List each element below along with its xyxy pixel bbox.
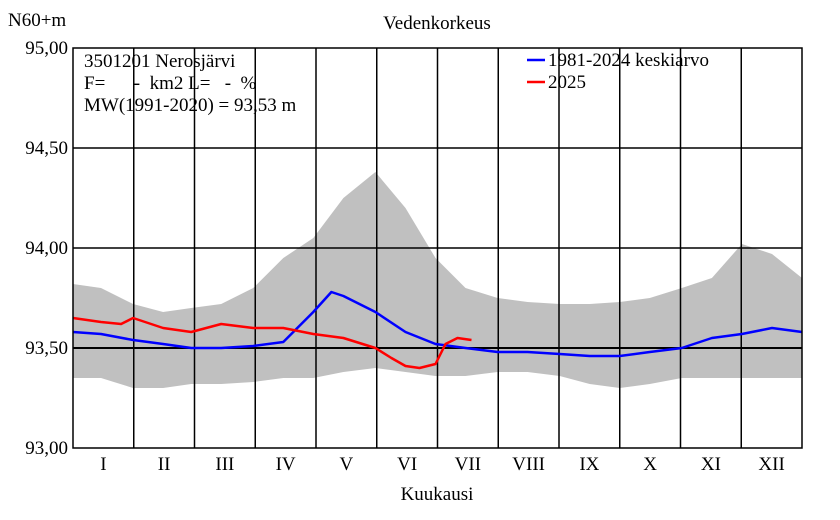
station-info-line: MW(1991-2020) = 93,53 m: [84, 95, 297, 116]
series-lines: [72, 290, 803, 370]
x-tick-label: XII: [758, 454, 784, 475]
x-axis-label: Kuukausi: [401, 484, 474, 505]
x-tick-label: I: [100, 454, 106, 475]
x-tick-label: X: [643, 454, 657, 475]
x-tick-label: III: [215, 454, 234, 475]
x-tick-label: V: [340, 454, 354, 475]
year-2025-series-line: [72, 316, 472, 370]
x-tick-label: II: [158, 454, 171, 475]
plot-frame: [72, 47, 803, 449]
legend-label: 2025: [548, 72, 586, 93]
x-tick-label: VIII: [512, 454, 545, 475]
average-series-line: [72, 290, 803, 358]
station-info: 3501201 Nerosjärvi F= - km2 L= - % MW(19…: [84, 51, 297, 116]
x-tick-labels: I II III IV V VI VII VIII IX X XI XII: [100, 454, 785, 475]
x-tick-label: VI: [397, 454, 417, 475]
legend-label: 1981-2024 keskiarvo: [548, 50, 709, 71]
y-tick-label: 93,00: [25, 438, 68, 459]
y-tick-label: 94,00: [25, 238, 68, 259]
x-tick-label: IV: [276, 454, 296, 475]
x-tick-label: VII: [455, 454, 481, 475]
y-tick-label: 93,50: [25, 338, 68, 359]
y-tick-label: 95,00: [25, 38, 68, 59]
station-info-line: F= - km2 L= - %: [84, 73, 257, 94]
y-axis-label: N60+m: [8, 10, 66, 31]
station-info-line: 3501201 Nerosjärvi: [84, 51, 235, 72]
y-tick-labels: 93,00 93,50 94,00 94,50 95,00: [25, 38, 68, 459]
y-tick-label: 94,50: [25, 138, 68, 159]
x-tick-label: IX: [579, 454, 599, 475]
chart-title: Vedenkorkeus: [383, 13, 491, 34]
x-tick-label: XI: [701, 454, 721, 475]
plot-border: [72, 47, 803, 449]
